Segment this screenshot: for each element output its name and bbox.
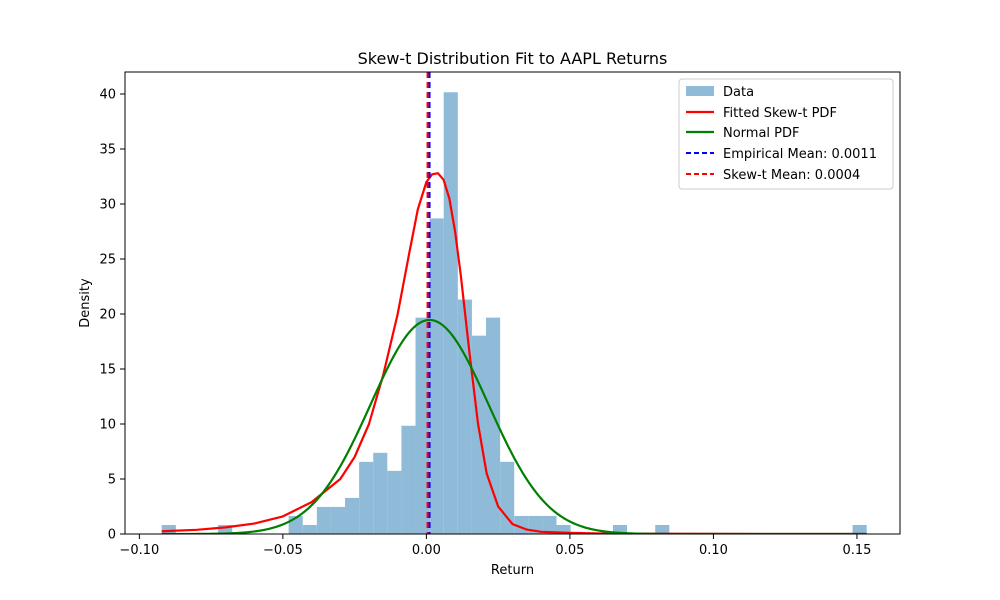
histogram-bar (330, 506, 346, 534)
chart-title: Skew-t Distribution Fit to AAPL Returns (358, 49, 668, 68)
x-tick-label: 0.00 (412, 543, 441, 558)
y-tick-label: 0 (108, 528, 116, 543)
x-axis: −0.10 −0.05 0.00 0.05 0.10 0.15 (119, 534, 871, 558)
y-tick-label: 10 (99, 418, 116, 433)
mean-lines (426, 72, 431, 534)
legend-label-data: Data (723, 85, 754, 100)
histogram-bars (161, 92, 867, 534)
histogram-bar (655, 524, 670, 534)
pdf-curves (161, 172, 867, 534)
y-tick-label: 15 (99, 363, 116, 378)
normal-pdf-line (161, 318, 867, 534)
histogram-bar (345, 497, 360, 534)
y-tick-label: 20 (99, 308, 116, 323)
histogram-bar (161, 524, 176, 534)
y-tick-label: 30 (99, 198, 116, 213)
x-tick-label: 0.15 (842, 543, 871, 558)
y-axis-title: Density (78, 278, 93, 328)
histogram-bar (556, 524, 571, 534)
legend-label-normal: Normal PDF (723, 126, 800, 141)
histogram-bar (612, 524, 628, 534)
y-tick-label: 35 (99, 143, 116, 158)
y-tick-label: 5 (108, 473, 116, 488)
histogram-bar (852, 524, 867, 534)
y-tick-label: 25 (99, 253, 116, 268)
histogram-bar (302, 524, 317, 534)
plot-area-frame (124, 71, 901, 535)
legend-swatch-data (686, 86, 714, 96)
x-tick-label: 0.10 (699, 543, 728, 558)
x-tick-label: 0.05 (555, 543, 584, 558)
histogram-bar (415, 317, 430, 534)
histogram-bar (387, 470, 402, 534)
legend-label-skewt-mean: Skew-t Mean: 0.0004 (723, 168, 860, 183)
histogram-bar (316, 506, 331, 534)
histogram-bar (457, 299, 472, 534)
legend-label-skewt: Fitted Skew-t PDF (723, 106, 837, 121)
histogram-bar (443, 92, 458, 534)
histogram-bar (359, 461, 374, 534)
histogram-bar (429, 218, 444, 534)
histogram-bar (401, 425, 416, 534)
x-tick-label: −0.10 (119, 543, 159, 558)
histogram-bar (373, 452, 388, 534)
y-tick-label: 40 (99, 88, 116, 103)
histogram-bar (218, 524, 233, 534)
histogram-bar (542, 515, 557, 534)
legend-frame (678, 78, 894, 190)
x-axis-title: Return (491, 563, 534, 578)
legend: Data Fitted Skew-t PDF Normal PDF Empiri… (678, 78, 894, 190)
y-axis: 0 5 10 15 20 25 30 35 40 (99, 88, 125, 543)
x-tick-label: −0.05 (263, 543, 303, 558)
histogram-bar (500, 461, 515, 534)
legend-label-empirical-mean: Empirical Mean: 0.0011 (723, 147, 877, 162)
